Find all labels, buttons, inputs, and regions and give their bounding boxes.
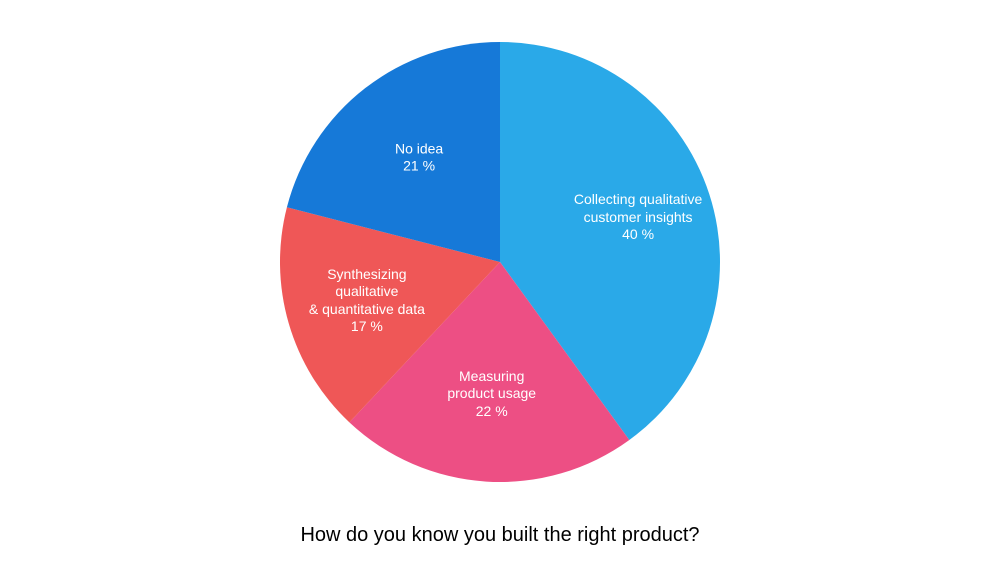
pie-slice-label-0: Collecting qualitativecustomer insights4… bbox=[574, 191, 702, 244]
pie-chart-container: How do you know you built the right prod… bbox=[0, 0, 1000, 567]
pie-slice-label-3: No idea21 % bbox=[395, 140, 443, 175]
pie-slice-label-1: Measuringproduct usage22 % bbox=[447, 367, 536, 420]
chart-caption: How do you know you built the right prod… bbox=[300, 524, 699, 547]
pie-slice-label-2: Synthesizingqualitative& quantitative da… bbox=[309, 266, 425, 336]
pie-chart-svg bbox=[0, 0, 1000, 567]
